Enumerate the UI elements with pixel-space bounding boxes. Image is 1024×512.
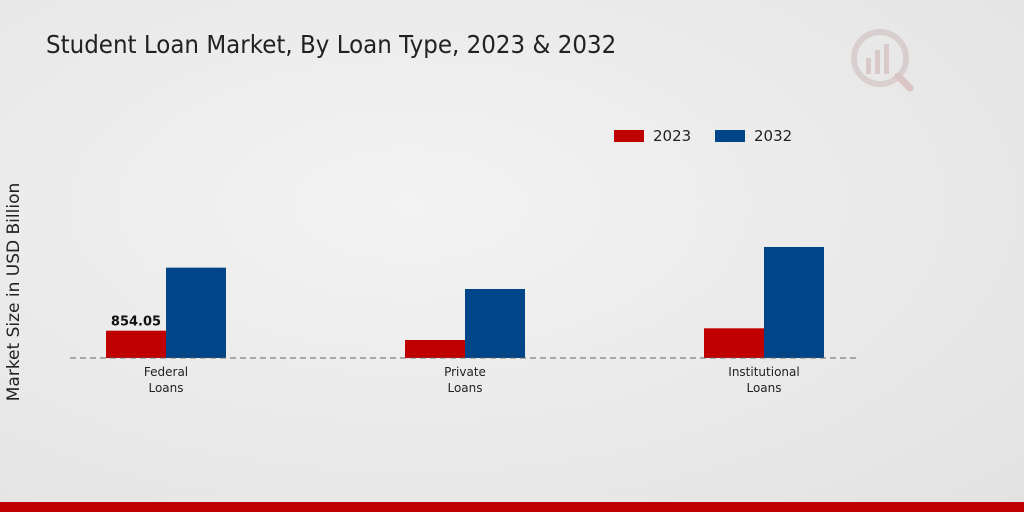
- x-tick-label-1: Private: [444, 365, 486, 379]
- bar-2023-2: [704, 328, 764, 358]
- footer-bar: [0, 502, 1024, 512]
- legend-item-2023: 2023: [614, 127, 691, 145]
- x-tick-label-0: Loans: [148, 381, 183, 395]
- bar-2032-1: [465, 288, 525, 358]
- data-label: 854.05: [111, 315, 161, 330]
- bar-2032-0: [166, 267, 226, 358]
- legend-label-2023: 2023: [653, 127, 692, 145]
- x-tick-label-2: Loans: [746, 381, 781, 395]
- legend-swatch-2023: [614, 130, 644, 142]
- legend-label-2032: 2032: [754, 127, 793, 145]
- bar-2032-2: [764, 246, 824, 358]
- x-tick-label-0: Federal: [144, 365, 188, 379]
- chart-title: Student Loan Market, By Loan Type, 2023 …: [46, 30, 617, 59]
- bar-2023-0: [106, 330, 166, 358]
- legend-item-2032: 2032: [715, 127, 792, 145]
- bar-2023-1: [405, 340, 465, 358]
- legend-swatch-2032: [715, 130, 745, 142]
- x-tick-label-2: Institutional: [728, 365, 799, 379]
- x-tick-label-1: Loans: [447, 381, 482, 395]
